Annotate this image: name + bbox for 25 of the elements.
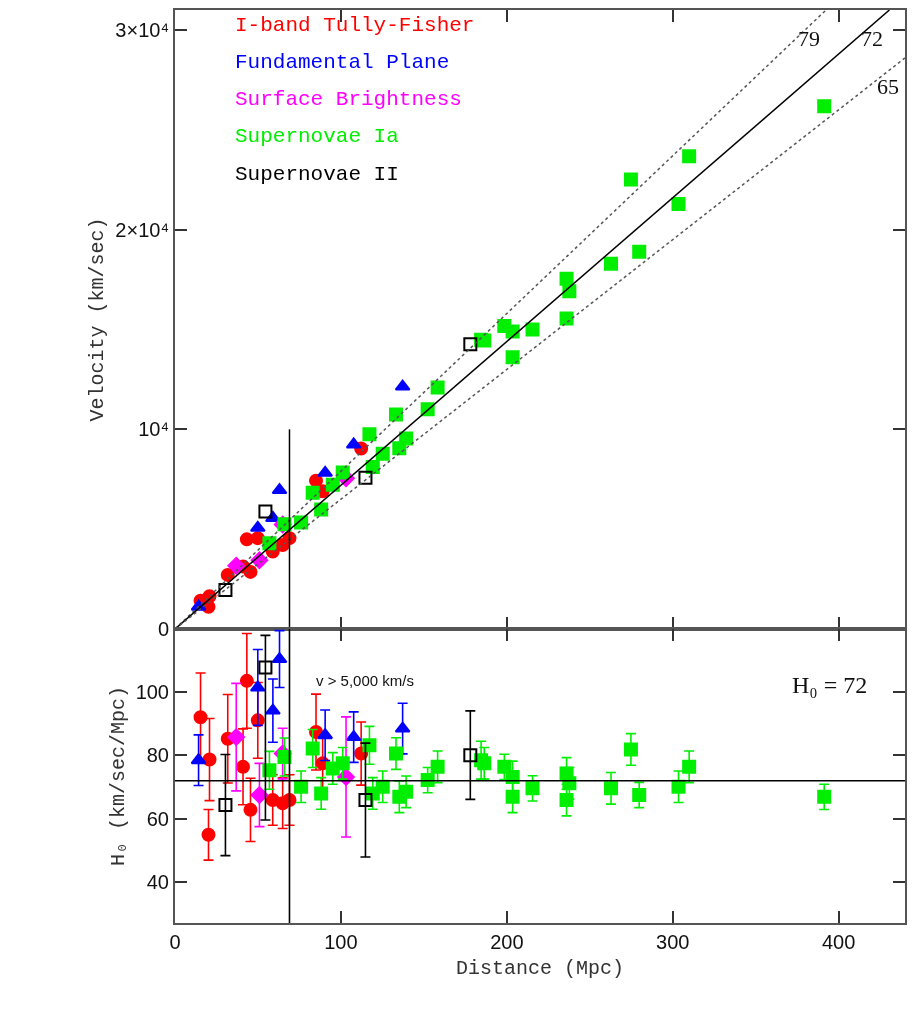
y-tick-label: 80 [146,744,169,767]
y-tick-label: 40 [146,870,169,893]
series-label: 65 [877,74,899,99]
text: Fundamental Plane [235,51,450,74]
x-tick-label: 300 [656,931,690,953]
y-axis-title: H₀ (km/sec/Mpc) [106,685,130,867]
x-tick-label: 100 [324,931,358,953]
y-tick-label: 10⁴ [138,418,169,441]
x-tick-label: 400 [821,931,856,953]
x-axis-title: Distance (Mpc) [455,957,625,980]
series-label: 79 [798,26,820,51]
y-axis-title: Velocity (km/sec) [86,217,110,422]
text: I-band Tully-Fisher [235,14,475,37]
text: Surface Brightness [235,88,462,111]
y-tick-label: 3×10⁴ [115,18,169,41]
annotation: v > 5,000 km/s [316,672,414,689]
text: Supernovae II [235,163,399,186]
annotation: H₀ = 72 [792,672,868,698]
y-tick-label: 100 [135,681,169,704]
y-tick-label: 0 [157,618,169,641]
y-tick-label: 60 [146,807,169,830]
series-label: 72 [861,26,883,51]
y-tick-label: 2×10⁴ [115,218,169,241]
x-tick-label: 200 [490,931,524,953]
text: Supernovae Ia [235,125,399,148]
